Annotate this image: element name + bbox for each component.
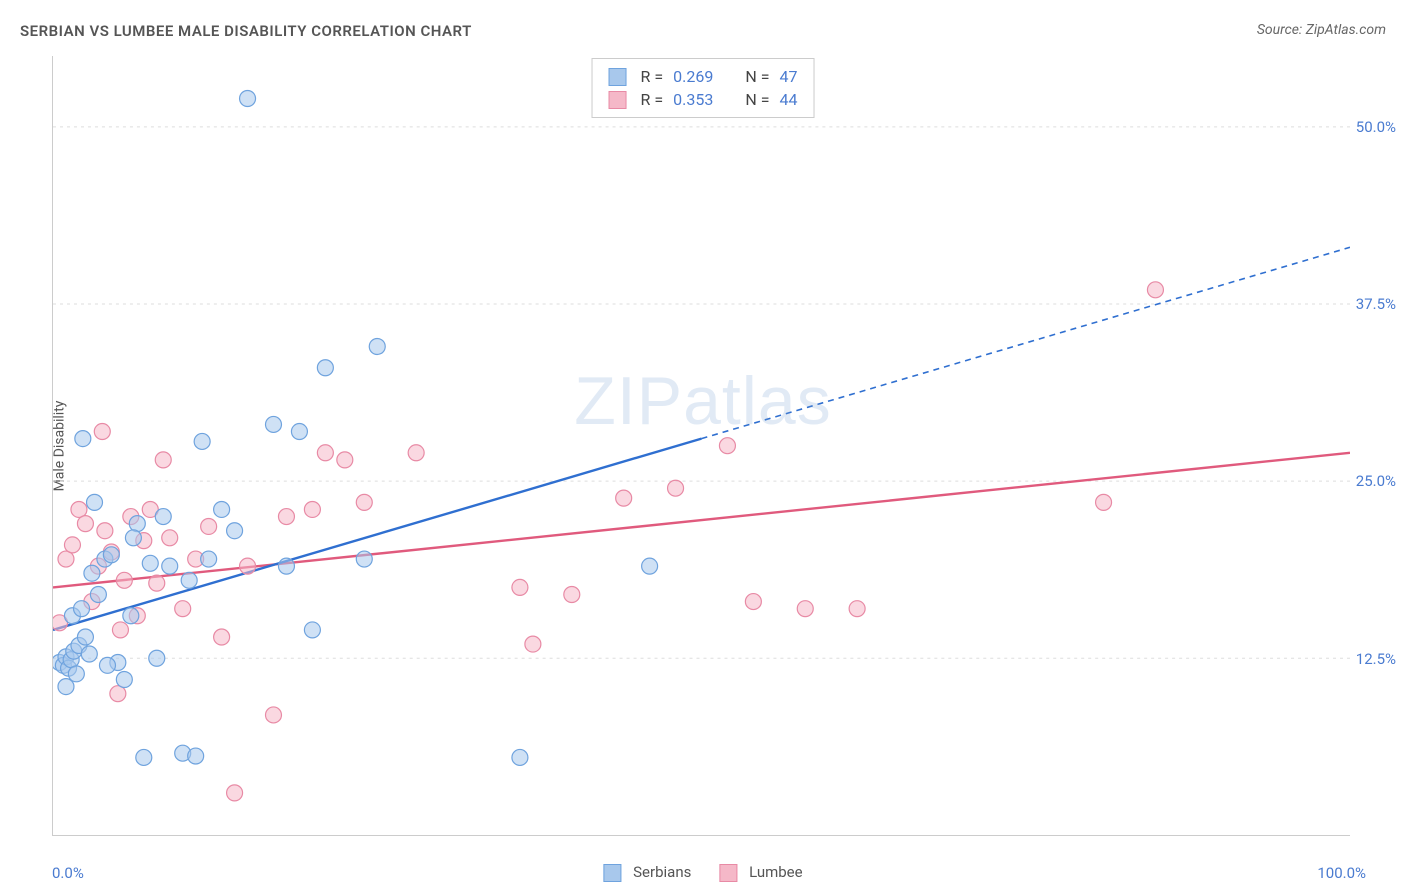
legend-label-serbians: Serbians (633, 863, 691, 881)
r-value-serbians: 0.269 (673, 67, 713, 86)
y-tick-label: 37.5% (1356, 295, 1396, 313)
stats-legend-box: R = 0.269 N = 47 R = 0.353 N = 44 (592, 58, 815, 118)
source-attribution: Source: ZipAtlas.com (1257, 22, 1386, 38)
bottom-legend: Serbians Lumbee (603, 863, 802, 882)
x-min-label: 0.0% (52, 864, 84, 882)
plot-area (52, 56, 1350, 836)
swatch-lumbee (609, 91, 627, 109)
n-label: N = (745, 90, 769, 109)
r-label: R = (641, 90, 664, 109)
legend-item-lumbee: Lumbee (719, 863, 802, 882)
stats-row-serbians: R = 0.269 N = 47 (609, 65, 798, 88)
legend-swatch-serbians (603, 864, 621, 882)
y-tick-label: 12.5% (1356, 650, 1396, 668)
legend-swatch-lumbee (719, 864, 737, 882)
chart-title: SERBIAN VS LUMBEE MALE DISABILITY CORREL… (20, 22, 472, 40)
header: SERBIAN VS LUMBEE MALE DISABILITY CORREL… (20, 22, 1386, 46)
legend-label-lumbee: Lumbee (749, 863, 803, 881)
legend-item-serbians: Serbians (603, 863, 691, 882)
n-label: N = (745, 67, 769, 86)
scatter-plot-svg (53, 56, 1350, 835)
r-value-lumbee: 0.353 (673, 90, 713, 109)
chart-container: SERBIAN VS LUMBEE MALE DISABILITY CORREL… (0, 0, 1406, 892)
x-max-label: 100.0% (1317, 864, 1366, 882)
y-tick-label: 25.0% (1356, 472, 1396, 490)
n-value-lumbee: 44 (779, 90, 797, 109)
stats-row-lumbee: R = 0.353 N = 44 (609, 88, 798, 111)
r-label: R = (641, 67, 664, 86)
y-tick-label: 50.0% (1356, 118, 1396, 136)
swatch-serbians (609, 68, 627, 86)
n-value-serbians: 47 (779, 67, 797, 86)
